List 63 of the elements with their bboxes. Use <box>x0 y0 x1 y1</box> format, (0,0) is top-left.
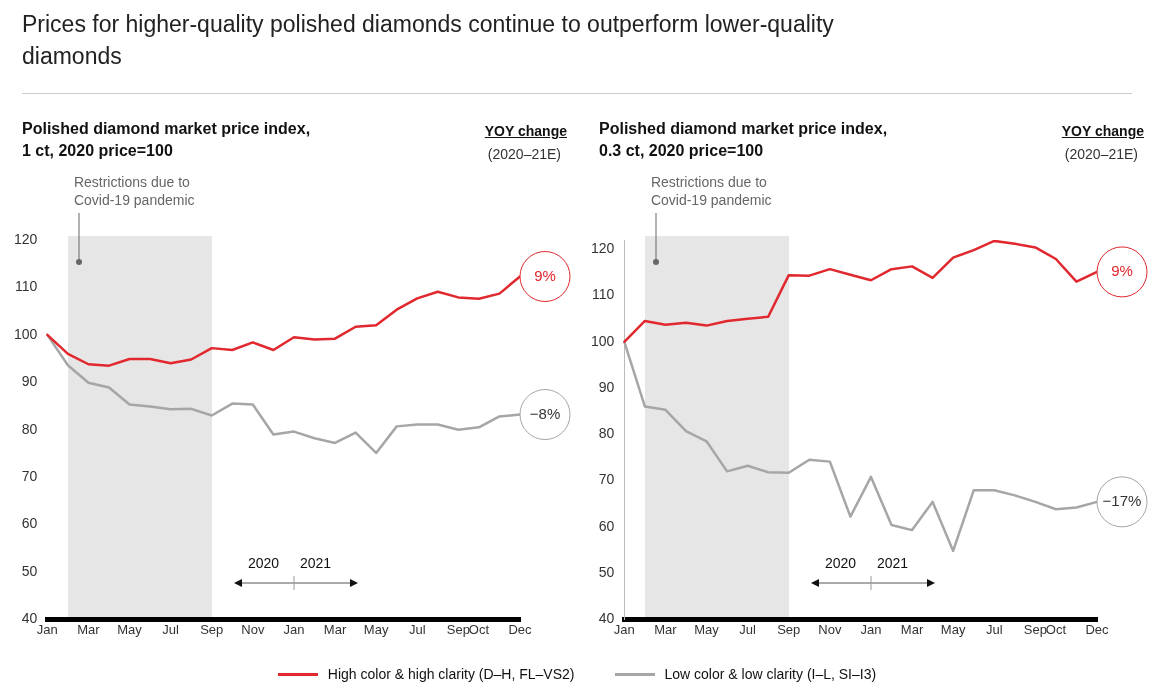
y-tick-label: 60 <box>21 515 38 532</box>
x-tick-label: Jul <box>985 621 1003 637</box>
chart-title: Polished diamond market price index, 1 ct, 2020 price=100 <box>22 119 311 161</box>
annotation: 2020 <box>824 555 857 572</box>
x-tick-label: Mar <box>323 621 347 637</box>
y-tick-label: 100 <box>591 332 615 349</box>
x-tick-label: Oct <box>468 621 490 637</box>
x-tick-label: Sep <box>446 621 470 637</box>
chart-title: Polished diamond market price index, 0.3 ct, 2020 price=100 <box>599 119 888 161</box>
y-tick-label: 100 <box>14 325 38 342</box>
x-tick-label: Sep <box>1023 621 1047 637</box>
text: (2020–21E) <box>1064 146 1138 162</box>
x-tick-label: May <box>940 621 966 637</box>
y-tick-label: 70 <box>598 471 615 488</box>
x-tick-label: Mar <box>654 621 678 637</box>
annotation: 2020 <box>247 555 280 572</box>
x-tick-label: Dec <box>1085 621 1110 637</box>
annotation: −8% <box>529 404 561 422</box>
x-tick-label: Nov <box>241 621 265 637</box>
y-tick-label: 120 <box>14 230 38 247</box>
y-tick-label: 40 <box>598 610 615 627</box>
y-tick-label: 50 <box>598 563 615 580</box>
x-tick-label: Jul <box>739 621 757 637</box>
text: Restrictions due to Covid-19 pandemic <box>73 173 195 209</box>
y-tick-label: 80 <box>21 420 38 437</box>
x-tick-label: May <box>694 621 720 637</box>
x-tick-label: Mar <box>77 621 101 637</box>
y-tick-label: 60 <box>598 517 615 534</box>
text: YOY change <box>484 123 567 139</box>
y-tick-label: 90 <box>598 378 615 395</box>
y-tick-label: 110 <box>15 278 38 295</box>
text: Restrictions due to Covid-19 pandemic <box>650 173 772 209</box>
text: (2020–21E) <box>487 146 561 162</box>
annotation: 2021 <box>299 555 332 572</box>
legend-label: High color & high clarity (D–H, FL–VS2) <box>327 666 575 682</box>
x-tick-label: May <box>117 621 143 637</box>
y-tick-label: 90 <box>21 373 38 390</box>
text: YOY change <box>1061 123 1144 139</box>
annotation: 9% <box>1111 262 1133 280</box>
annotation: 2021 <box>876 555 909 572</box>
y-tick-label: 120 <box>591 240 615 257</box>
x-tick-label: Nov <box>818 621 842 637</box>
annotation: 9% <box>534 266 556 284</box>
x-tick-label: Mar <box>900 621 924 637</box>
y-tick-label: 40 <box>21 610 38 627</box>
x-tick-label: Dec <box>508 621 533 637</box>
x-tick-label: Sep <box>200 621 224 637</box>
x-tick-label: Jul <box>408 621 426 637</box>
text: Prices for higher-quality polished diamonds continue to outperform lower-quality diamonds <box>22 10 835 71</box>
x-tick-label: Sep <box>777 621 801 637</box>
x-tick-label: May <box>363 621 389 637</box>
x-tick-label: Oct <box>1045 621 1067 637</box>
y-tick-label: 70 <box>21 467 38 484</box>
legend-label: Low color & low clarity (I–L, SI–I3) <box>664 666 877 682</box>
x-tick-label: Jan <box>860 621 882 637</box>
y-tick-label: 80 <box>598 425 615 442</box>
y-tick-label: 110 <box>592 286 615 303</box>
x-tick-label: Jan <box>613 621 635 637</box>
x-tick-label: Jan <box>283 621 305 637</box>
y-tick-label: 50 <box>21 562 38 579</box>
x-tick-label: Jan <box>36 621 58 637</box>
annotation: −17% <box>1102 492 1142 510</box>
x-tick-label: Jul <box>162 621 180 637</box>
